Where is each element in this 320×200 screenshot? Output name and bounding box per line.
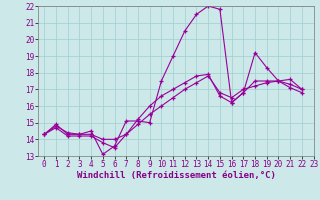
X-axis label: Windchill (Refroidissement éolien,°C): Windchill (Refroidissement éolien,°C) [76,171,276,180]
